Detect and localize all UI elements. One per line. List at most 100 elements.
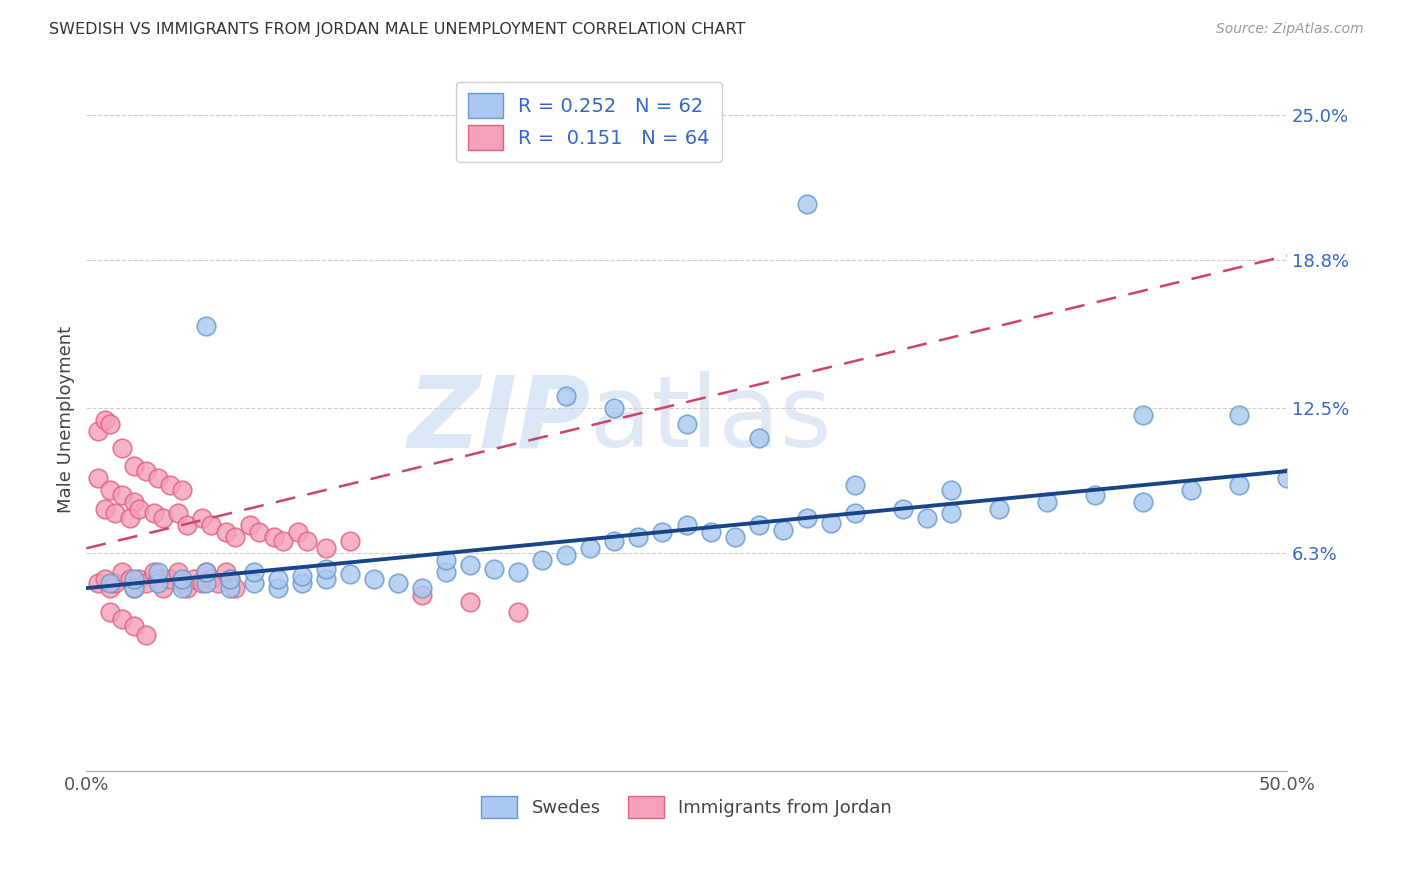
Point [460, 558, 482, 572]
Point [315, 541, 337, 556]
Point [1035, 494, 1057, 508]
Point [195, 576, 218, 591]
Point [124, 459, 146, 474]
Point [87, 471, 110, 485]
Point [219, 572, 242, 586]
Point [747, 517, 769, 532]
Point [172, 576, 194, 591]
Point [152, 511, 174, 525]
Point [579, 541, 602, 556]
Point [555, 389, 578, 403]
Point [939, 483, 962, 497]
Point [291, 576, 314, 591]
Point [195, 565, 218, 579]
Point [111, 611, 134, 625]
Y-axis label: Male Unemployment: Male Unemployment [58, 326, 75, 513]
Point [315, 562, 337, 576]
Point [247, 524, 270, 539]
Point [291, 569, 314, 583]
Point [436, 565, 458, 579]
Point [555, 549, 578, 563]
Point [124, 572, 146, 586]
Point [387, 576, 409, 591]
Point [98, 581, 121, 595]
Text: ZIP: ZIP [408, 371, 591, 468]
Point [87, 576, 110, 591]
Point [148, 572, 170, 586]
Point [176, 581, 198, 595]
Point [603, 401, 626, 415]
Point [508, 565, 530, 579]
Point [747, 431, 769, 445]
Point [148, 471, 170, 485]
Point [142, 565, 165, 579]
Point [820, 516, 842, 530]
Point [238, 517, 260, 532]
Point [1084, 487, 1107, 501]
Point [915, 511, 938, 525]
Point [172, 483, 194, 497]
Point [699, 524, 721, 539]
Point [190, 511, 212, 525]
Point [315, 572, 337, 586]
Point [219, 581, 242, 595]
Point [987, 501, 1010, 516]
Point [263, 530, 285, 544]
Point [243, 565, 266, 579]
Point [111, 487, 134, 501]
Point [796, 197, 818, 211]
Point [135, 628, 157, 642]
Point [98, 576, 121, 591]
Point [148, 565, 170, 579]
Point [195, 565, 218, 579]
Point [152, 581, 174, 595]
Point [148, 576, 170, 591]
Text: SWEDISH VS IMMIGRANTS FROM JORDAN MALE UNEMPLOYMENT CORRELATION CHART: SWEDISH VS IMMIGRANTS FROM JORDAN MALE U… [49, 22, 745, 37]
Point [267, 572, 290, 586]
Point [267, 581, 290, 595]
Point [128, 572, 150, 586]
Point [1227, 478, 1250, 492]
Point [124, 618, 146, 632]
Point [295, 534, 318, 549]
Point [1132, 408, 1154, 422]
Point [111, 441, 134, 455]
Point [723, 530, 745, 544]
Point [214, 565, 236, 579]
Point [531, 553, 554, 567]
Point [135, 576, 157, 591]
Point [98, 605, 121, 619]
Point [104, 576, 127, 591]
Point [142, 506, 165, 520]
Point [1132, 494, 1154, 508]
Point [94, 572, 117, 586]
Point [195, 318, 218, 333]
Point [224, 530, 246, 544]
Point [98, 483, 121, 497]
Point [176, 517, 198, 532]
Point [339, 534, 361, 549]
Point [484, 562, 506, 576]
Point [675, 417, 697, 432]
Point [219, 572, 242, 586]
Point [844, 506, 866, 520]
Point [603, 534, 626, 549]
Point [796, 511, 818, 525]
Point [111, 565, 134, 579]
Legend: Swedes, Immigrants from Jordan: Swedes, Immigrants from Jordan [474, 789, 900, 825]
Point [207, 576, 229, 591]
Point [243, 576, 266, 591]
Text: Source: ZipAtlas.com: Source: ZipAtlas.com [1216, 22, 1364, 37]
Text: atlas: atlas [591, 371, 832, 468]
Point [508, 605, 530, 619]
Point [939, 506, 962, 520]
Point [94, 501, 117, 516]
Point [627, 530, 650, 544]
Point [224, 581, 246, 595]
Point [339, 567, 361, 582]
Point [166, 506, 188, 520]
Point [651, 524, 673, 539]
Point [118, 572, 141, 586]
Point [675, 517, 697, 532]
Point [1180, 483, 1202, 497]
